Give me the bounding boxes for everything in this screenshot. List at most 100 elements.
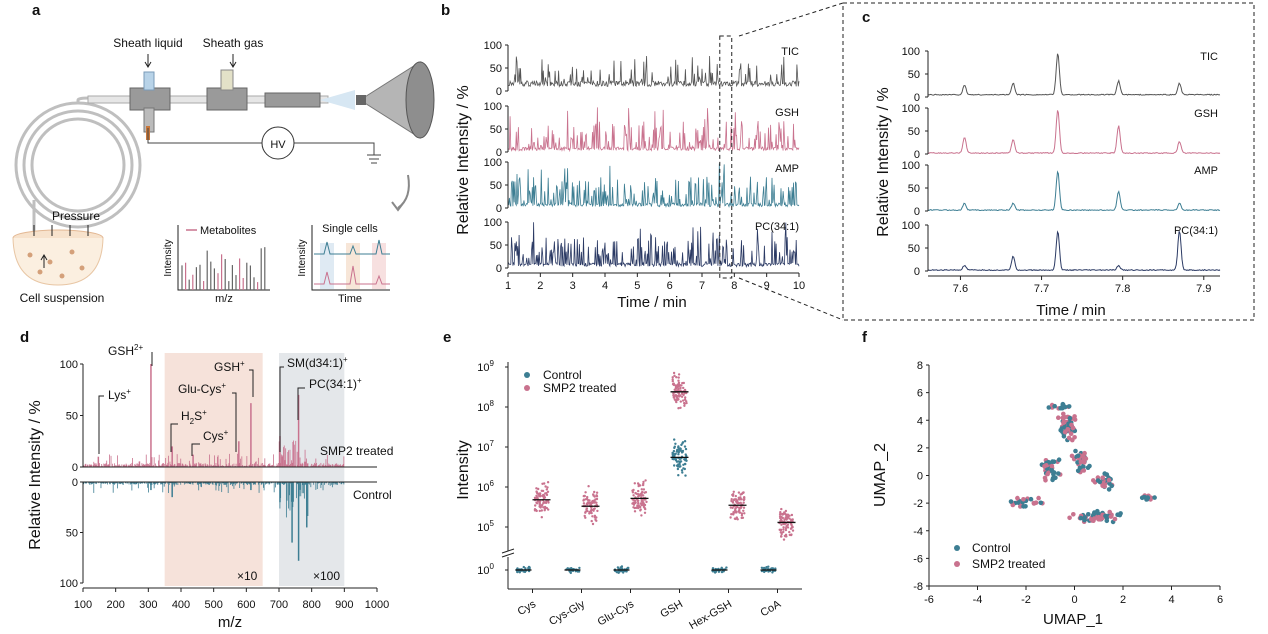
point-SMP2 treated	[731, 512, 735, 516]
point-treated	[1045, 471, 1050, 477]
panel-b-chromatograms: b Relative Intensity / % Time / min TIC G…	[441, 2, 805, 311]
point-Control	[774, 567, 777, 570]
point-treated	[1067, 515, 1072, 521]
point-Control	[678, 463, 681, 466]
point-SMP2 treated	[586, 495, 589, 499]
point-SMP2 treated	[633, 510, 637, 513]
point-SMP2 treated	[585, 502, 589, 505]
point-SMP2 treated	[639, 509, 642, 512]
point-SMP2 treated	[544, 485, 547, 488]
cell-suspension-label: Cell suspension	[20, 291, 105, 305]
peak-label-cys: Cys+	[203, 428, 229, 443]
point-SMP2 treated	[675, 400, 678, 404]
zoom-trace-AMP	[927, 170, 1221, 212]
panel-f-umap: f UMAP_2 UMAP_1 -6 -4 -2 0 2 4 686420-2-4-6-8 …	[862, 329, 1223, 628]
point-SMP2 treated	[683, 401, 686, 405]
point-SMP2 treated	[592, 509, 595, 512]
point-SMP2 treated	[584, 510, 587, 513]
panel-c-x-tick-label: 7.7	[1034, 283, 1049, 295]
point-Control	[684, 457, 688, 461]
point-Control	[680, 443, 683, 447]
panel-c-y-tick-label: 0	[914, 92, 920, 104]
point-SMP2 treated	[735, 516, 738, 519]
point-SMP2 treated	[643, 511, 647, 514]
point-SMP2 treated	[644, 479, 647, 482]
point-SMP2 treated	[593, 490, 596, 494]
point-SMP2 treated	[631, 502, 634, 505]
point-SMP2 treated	[730, 498, 733, 501]
point-SMP2 treated	[784, 533, 788, 536]
point-SMP2 treated	[596, 509, 599, 513]
point-SMP2 treated	[595, 494, 598, 497]
zoom-trace-TIC	[927, 53, 1221, 96]
point-SMP2 treated	[635, 506, 638, 509]
arrow-down-icon	[144, 54, 152, 68]
point-SMP2 treated	[546, 490, 550, 493]
shaded-region-x100	[279, 353, 345, 586]
point-SMP2 treated	[640, 514, 643, 517]
tick-exponent: 9	[490, 359, 495, 368]
point-SMP2 treated	[631, 491, 635, 494]
panel-c-y-tick-label: 0	[914, 206, 920, 218]
point-SMP2 treated	[593, 516, 596, 519]
point-SMP2 treated	[642, 488, 646, 491]
panel-b-y-tick-label: 0	[496, 263, 502, 275]
point-SMP2 treated	[637, 501, 640, 505]
inset2-title: Single cells	[322, 223, 378, 235]
panel-label-d: d	[20, 329, 29, 346]
point-Control	[516, 567, 519, 570]
point-SMP2 treated	[788, 517, 791, 520]
panel-c-series-label: PC(34:1)	[1174, 225, 1218, 237]
panel-e-category-label: Hex-GSH	[687, 598, 734, 632]
point-SMP2 treated	[741, 491, 744, 494]
panel-label-f: f	[862, 329, 868, 346]
tick-base: 10	[477, 522, 489, 534]
point-SMP2 treated	[540, 509, 543, 512]
point-Control	[685, 454, 688, 458]
panel-c-y-tick-label: 50	[908, 69, 920, 81]
hv-label: HV	[270, 139, 286, 151]
peak-label-sm: SM(d34:1)+	[287, 355, 348, 370]
sheath-liquid-tee	[129, 71, 171, 140]
point-SMP2 treated	[683, 392, 686, 395]
scale-x100-label: ×100	[313, 569, 340, 583]
point-Control	[672, 449, 676, 453]
inset-metabolites: Metabolites Intensity m/z	[163, 225, 270, 305]
panel-d-x-tick-label: 1000	[365, 599, 389, 611]
point-control	[1051, 470, 1057, 475]
zoom-trace-GSH	[927, 110, 1221, 155]
point-SMP2 treated	[642, 494, 645, 497]
panel-d-mass-spectra: d Relative Intensity / % m/z 05010005010…	[20, 329, 393, 631]
panel-b-x-tick-label: 9	[764, 280, 770, 292]
point-treated	[1015, 495, 1020, 501]
point-control	[1056, 457, 1062, 463]
panel-b-x-tick-label: 3	[570, 280, 576, 292]
panel-b-series-label: GSH	[775, 107, 799, 119]
point-Control	[681, 441, 685, 444]
point-treated	[1021, 497, 1026, 502]
point-SMP2 treated	[784, 513, 788, 516]
trace-GSH	[507, 107, 800, 153]
point-Control	[683, 445, 687, 448]
panel-d-x-tick-label: 700	[270, 599, 288, 611]
point-SMP2 treated	[544, 492, 547, 495]
point-SMP2 treated	[589, 503, 593, 506]
point-Control	[683, 467, 686, 471]
point-SMP2 treated	[790, 513, 794, 517]
point-SMP2 treated	[679, 400, 682, 403]
point-control	[1115, 512, 1120, 517]
point-Control	[626, 566, 629, 570]
panel-b-y-tick-label: 100	[484, 40, 502, 52]
point-SMP2 treated	[784, 528, 788, 532]
point-SMP2 treated	[640, 488, 643, 491]
point-SMP2 treated	[677, 373, 681, 376]
panel-f-y-tick-label: 8	[917, 360, 923, 372]
point-SMP2 treated	[637, 505, 640, 509]
panel-c-xlabel: Time / min	[1036, 302, 1105, 319]
point-SMP2 treated	[543, 482, 546, 485]
point-Control	[720, 566, 723, 569]
panel-label-a: a	[32, 2, 41, 19]
point-SMP2 treated	[677, 383, 681, 386]
panel-f-x-tick-label: 0	[1071, 594, 1077, 606]
panel-f-legend: Control SMP2 treated	[954, 541, 1045, 571]
